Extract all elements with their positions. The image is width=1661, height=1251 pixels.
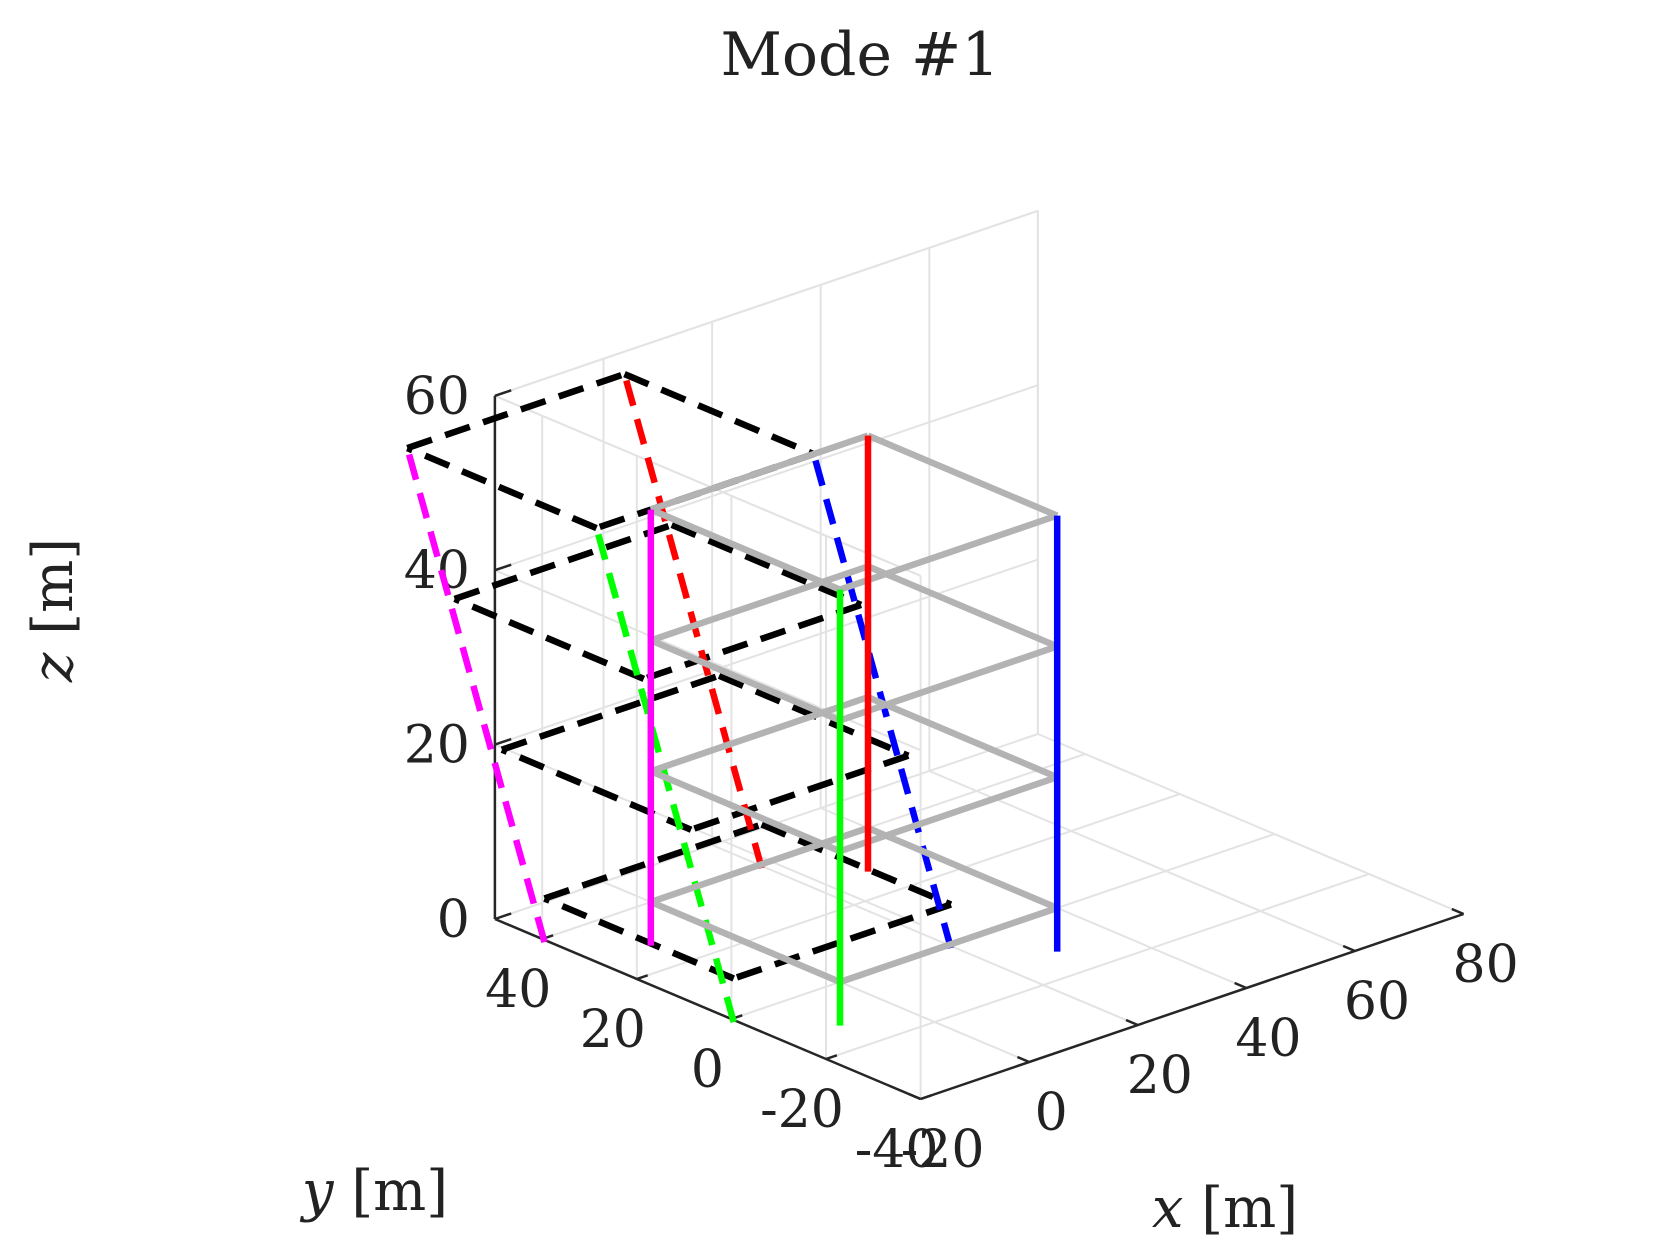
y-tick-label: -40: [855, 1120, 939, 1180]
deformed-floor-edge: [500, 672, 721, 753]
z-tick-label: 0: [437, 890, 470, 950]
chart-title: Mode #1: [721, 20, 1000, 90]
z-tick-label: 20: [404, 716, 470, 776]
x-tick-mark: [1125, 1018, 1139, 1027]
undeformed-floor-edge: [649, 637, 842, 724]
z-tick-mark: [494, 912, 512, 921]
x-axis-label: x [m]: [1152, 1176, 1298, 1241]
deformed-column: [621, 373, 765, 869]
undeformed-floor-edge: [866, 563, 1059, 650]
z-tick-mark: [494, 563, 512, 572]
deformed-floor-edge: [690, 752, 910, 833]
y-axis-label: y [m]: [299, 1159, 448, 1224]
grid-line: [636, 793, 1181, 980]
undeformed-floor-edge: [838, 512, 1059, 593]
undeformed-floor-edge: [649, 768, 842, 855]
grid-line: [928, 770, 1356, 952]
deformed-floor-edge: [500, 746, 693, 833]
grid-line: [711, 844, 1139, 1026]
undeformed-floor-edge: [838, 774, 1059, 855]
grid-line: [1037, 733, 1464, 915]
z-axis-label: z [m]: [21, 538, 86, 683]
y-tick-label: -20: [760, 1080, 844, 1140]
x-tick-mark: [1342, 944, 1356, 953]
undeformed-floor-edge: [649, 432, 870, 513]
x-tick-label: 40: [1235, 1009, 1301, 1069]
axis-lines: [493, 389, 1465, 1101]
deformed-floor-edge: [642, 601, 863, 682]
deformed-floor-edge: [543, 895, 735, 982]
z-tick-mark: [494, 389, 512, 397]
deformed-floor-edge: [453, 595, 646, 682]
grid-line: [494, 558, 1039, 746]
grid-line: [494, 394, 921, 577]
x-tick-label: 20: [1127, 1046, 1193, 1106]
undeformed-floor-edge: [866, 694, 1059, 781]
x-tick-mark: [1016, 1055, 1030, 1064]
undeformed-floor-edge: [649, 563, 870, 644]
deformed-floor-edge: [406, 445, 598, 532]
z-tick-mark: [494, 737, 512, 746]
deformed-floor-edge: [453, 521, 673, 602]
x-tick-label: 60: [1344, 972, 1410, 1032]
z-tick-label: 60: [404, 367, 470, 427]
grid-line: [494, 384, 1039, 572]
undeformed-floor-edge: [838, 643, 1059, 724]
grid-line: [825, 873, 1370, 1060]
deformed-floor-edge: [623, 371, 815, 458]
x-tick-label: -20: [901, 1120, 985, 1180]
x-tick-label: 0: [1035, 1083, 1068, 1143]
plot-area: [404, 371, 1061, 1026]
undeformed-floor-edge: [649, 506, 842, 593]
x-tick-mark: [908, 1092, 922, 1101]
y-tick-label: 0: [691, 1040, 724, 1100]
y-tick-label: 40: [485, 960, 551, 1020]
x-tick-label: 80: [1453, 935, 1519, 995]
y-tick-label: 20: [580, 1000, 646, 1060]
deformed-column: [404, 447, 548, 943]
y-tick-mark: [825, 1054, 838, 1061]
deformed-floor-edge: [760, 821, 953, 908]
x-tick-mark: [1451, 907, 1465, 916]
y-tick-mark: [636, 974, 649, 981]
y-axis-line: [494, 917, 922, 1101]
grid-line: [494, 209, 1039, 397]
undeformed-floor-edge: [649, 824, 870, 906]
undeformed-floor-edge: [649, 694, 870, 775]
deformed-floor-edge: [670, 521, 863, 608]
x-axis-line: [920, 912, 1465, 1101]
undeformed-floor-edge: [649, 899, 842, 985]
undeformed-floor-edge: [838, 904, 1059, 986]
undeformed-floor-edge: [866, 432, 1059, 519]
x-tick-mark: [1234, 981, 1247, 990]
grid-lines: [493, 209, 1464, 1100]
y-tick-mark: [920, 1094, 932, 1101]
undeformed-floor-edge: [866, 825, 1059, 911]
